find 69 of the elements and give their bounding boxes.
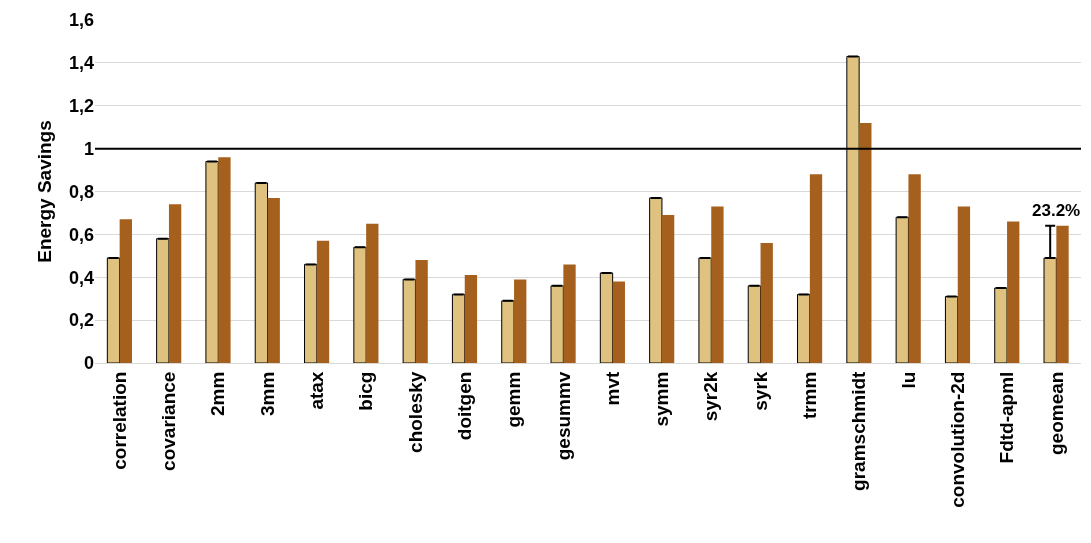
bar bbox=[698, 257, 712, 363]
bar bbox=[661, 215, 675, 363]
x-tick-label: gemm bbox=[503, 371, 525, 428]
bar bbox=[267, 197, 280, 363]
bar bbox=[895, 216, 909, 363]
x-tick-label: syrk bbox=[749, 371, 771, 411]
bar bbox=[451, 293, 466, 363]
bar bbox=[168, 204, 182, 363]
bar bbox=[908, 174, 921, 363]
bar bbox=[612, 281, 625, 363]
bar bbox=[649, 197, 663, 363]
bar bbox=[1007, 221, 1020, 363]
x-tick-label: symm bbox=[651, 371, 673, 427]
bar bbox=[957, 206, 971, 363]
bar bbox=[797, 293, 811, 363]
bar bbox=[944, 296, 959, 363]
bar bbox=[464, 275, 478, 363]
bar bbox=[366, 223, 379, 363]
bar bbox=[402, 278, 416, 363]
x-tick-label: Fdtd-apml bbox=[996, 371, 1018, 464]
bar bbox=[254, 182, 269, 363]
bar bbox=[304, 263, 318, 363]
y-tick-label: 0,4 bbox=[68, 267, 94, 288]
x-tick-label: correlation bbox=[108, 371, 130, 470]
bar bbox=[747, 285, 762, 363]
y-tick-label: 0 bbox=[83, 353, 94, 374]
bar bbox=[809, 174, 823, 363]
bar bbox=[106, 257, 121, 363]
x-tick-label: gramschmidt bbox=[848, 370, 870, 491]
y-tick-label: 1,4 bbox=[68, 53, 94, 74]
y-axis-title: Energy Savings bbox=[33, 120, 55, 263]
x-tick-label: 2mm bbox=[207, 371, 229, 416]
x-tick-label: mvt bbox=[601, 370, 623, 406]
x-tick-label: 3mm bbox=[256, 371, 278, 416]
bar bbox=[415, 260, 428, 363]
y-tick-label: 0,6 bbox=[68, 224, 94, 245]
x-tick-label: atax bbox=[306, 371, 328, 410]
y-tick-label: 0,2 bbox=[68, 310, 94, 331]
bar bbox=[563, 264, 576, 363]
bar bbox=[119, 219, 132, 363]
bar bbox=[859, 122, 872, 363]
bar bbox=[550, 285, 564, 363]
bar bbox=[205, 160, 219, 363]
annotation: 23.2% bbox=[1032, 201, 1081, 220]
bar bbox=[353, 246, 367, 363]
x-tick-label: cholesky bbox=[404, 371, 426, 453]
x-tick-label: gesummv bbox=[552, 371, 574, 461]
x-tick-label: lu bbox=[897, 371, 919, 389]
bar bbox=[994, 287, 1008, 363]
bar bbox=[1056, 225, 1069, 363]
bar bbox=[501, 300, 515, 363]
bar bbox=[156, 238, 170, 363]
bar bbox=[760, 242, 773, 363]
y-tick-label: 1 bbox=[83, 138, 94, 159]
x-tick-label: geomean bbox=[1045, 371, 1067, 456]
bar bbox=[711, 206, 724, 363]
bar bbox=[316, 240, 330, 363]
bar bbox=[218, 157, 231, 363]
bar bbox=[514, 279, 527, 363]
y-tick-label: 0,8 bbox=[68, 181, 94, 202]
bar bbox=[599, 272, 614, 363]
x-tick-label: syr2k bbox=[700, 371, 722, 422]
y-tick-label: 1,2 bbox=[68, 96, 94, 117]
x-tick-label: convolution-2d bbox=[946, 371, 968, 508]
y-tick-label: 1,6 bbox=[68, 10, 94, 31]
x-tick-label: covariance bbox=[158, 371, 180, 471]
x-tick-label: trmm bbox=[799, 371, 821, 420]
x-tick-label: doitgen bbox=[453, 371, 475, 441]
x-tick-label: bicg bbox=[355, 371, 377, 411]
